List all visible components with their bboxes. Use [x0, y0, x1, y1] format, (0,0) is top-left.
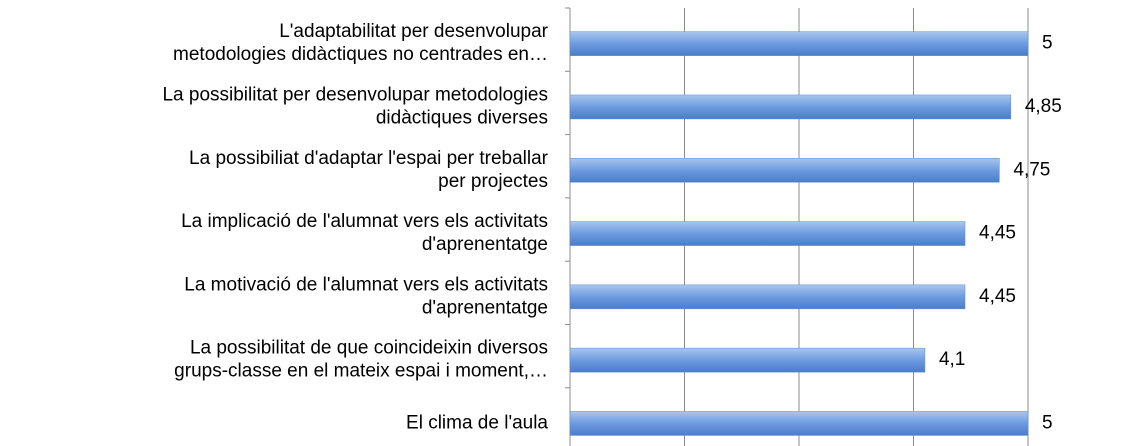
bar	[569, 347, 926, 373]
bar	[569, 411, 1029, 436]
bar	[569, 31, 1029, 56]
value-label: 4,1	[939, 349, 965, 370]
category-label: El clima de l'aula	[406, 412, 548, 433]
category-label: L'adaptabilitat per desenvolupar metodolo…	[173, 21, 549, 65]
value-label: 4,45	[979, 223, 1016, 244]
category-label: La possibilitat de que coincideixin dive…	[174, 338, 548, 382]
bar	[569, 221, 966, 246]
category-label: La possibiliat d'adaptar l'espai per tre…	[189, 148, 549, 192]
category-label: La motivació de l'alumnat vers els activ…	[184, 274, 548, 318]
bar	[569, 158, 1000, 183]
value-label: 4,85	[1025, 96, 1062, 117]
bar	[569, 94, 1012, 120]
value-label: 5	[1042, 33, 1053, 54]
value-label: 4,75	[1013, 159, 1050, 180]
category-label: La implicació de l'alumnat vers els acti…	[181, 211, 548, 255]
value-label: 4,45	[979, 286, 1016, 307]
bar	[569, 284, 966, 310]
value-label: 5	[1042, 412, 1053, 433]
category-label: La possibilitat per desenvolupar metodol…	[162, 84, 548, 128]
